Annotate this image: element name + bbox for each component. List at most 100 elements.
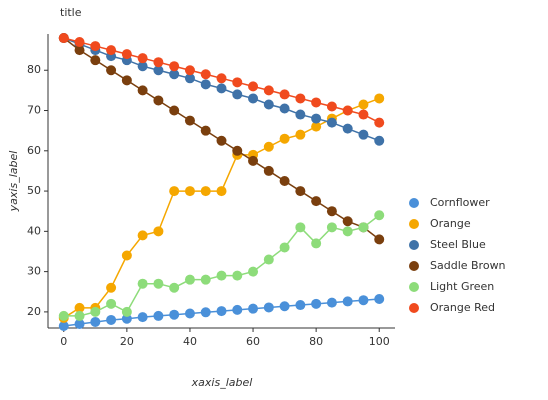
point bbox=[121, 75, 132, 86]
point bbox=[90, 316, 101, 327]
point bbox=[74, 37, 85, 48]
point bbox=[74, 302, 85, 313]
point bbox=[279, 103, 290, 114]
legend-label: Light Green bbox=[430, 280, 494, 293]
point bbox=[295, 93, 306, 104]
point bbox=[58, 320, 69, 331]
point bbox=[279, 89, 290, 100]
point bbox=[184, 274, 195, 285]
point bbox=[106, 45, 117, 56]
y-tick-label: 60 bbox=[27, 144, 41, 157]
point bbox=[200, 186, 211, 197]
point bbox=[248, 266, 259, 277]
x-tick-label: 0 bbox=[60, 335, 67, 348]
point bbox=[200, 274, 211, 285]
point bbox=[216, 135, 227, 146]
point bbox=[263, 302, 274, 313]
point bbox=[121, 313, 132, 324]
x-tick-label: 60 bbox=[246, 335, 260, 348]
point bbox=[342, 105, 353, 116]
point bbox=[374, 234, 385, 245]
point bbox=[326, 101, 337, 112]
y-tick-label: 50 bbox=[27, 184, 41, 197]
point bbox=[90, 41, 101, 52]
point bbox=[326, 222, 337, 233]
point bbox=[169, 69, 180, 80]
point bbox=[184, 115, 195, 126]
point bbox=[326, 117, 337, 128]
legend-marker bbox=[409, 282, 419, 292]
point bbox=[326, 206, 337, 217]
y-tick-label: 30 bbox=[27, 265, 41, 278]
point bbox=[184, 65, 195, 76]
point bbox=[137, 312, 148, 323]
point bbox=[200, 125, 211, 136]
point bbox=[295, 129, 306, 140]
legend-label: Orange bbox=[430, 217, 471, 230]
point bbox=[121, 250, 132, 261]
point bbox=[263, 254, 274, 265]
point bbox=[279, 242, 290, 253]
point bbox=[342, 216, 353, 227]
point bbox=[263, 165, 274, 176]
point bbox=[106, 282, 117, 293]
x-tick-label: 100 bbox=[369, 335, 390, 348]
y-tick-label: 40 bbox=[27, 224, 41, 237]
y-tick-label: 70 bbox=[27, 104, 41, 117]
point bbox=[137, 278, 148, 289]
point bbox=[263, 85, 274, 96]
point bbox=[263, 99, 274, 110]
point bbox=[58, 33, 69, 44]
point bbox=[200, 79, 211, 90]
y-tick-label: 20 bbox=[27, 305, 41, 318]
legend-marker bbox=[409, 261, 419, 271]
point bbox=[90, 306, 101, 317]
point bbox=[311, 113, 322, 124]
point bbox=[184, 186, 195, 197]
point bbox=[248, 81, 259, 92]
point bbox=[279, 133, 290, 144]
point bbox=[358, 295, 369, 306]
point bbox=[121, 49, 132, 60]
point bbox=[153, 310, 164, 321]
point bbox=[232, 77, 243, 88]
point bbox=[232, 270, 243, 281]
point bbox=[248, 155, 259, 166]
point bbox=[121, 306, 132, 317]
point bbox=[311, 238, 322, 249]
point bbox=[169, 186, 180, 197]
y-tick-label: 80 bbox=[27, 63, 41, 76]
point bbox=[311, 121, 322, 132]
point bbox=[90, 55, 101, 66]
point bbox=[153, 226, 164, 237]
x-tick-label: 20 bbox=[120, 335, 134, 348]
point bbox=[106, 65, 117, 76]
point bbox=[216, 73, 227, 84]
point bbox=[358, 222, 369, 233]
x-axis-label: xaxis_label bbox=[191, 376, 253, 389]
point bbox=[358, 129, 369, 140]
point bbox=[263, 141, 274, 152]
point bbox=[232, 145, 243, 156]
legend-label: Saddle Brown bbox=[430, 259, 506, 272]
point bbox=[184, 308, 195, 319]
point bbox=[326, 297, 337, 308]
legend-marker bbox=[409, 240, 419, 250]
point bbox=[311, 298, 322, 309]
point bbox=[216, 306, 227, 317]
point bbox=[137, 53, 148, 64]
point bbox=[248, 303, 259, 314]
point bbox=[74, 318, 85, 329]
point bbox=[374, 135, 385, 146]
point bbox=[216, 186, 227, 197]
point bbox=[184, 73, 195, 84]
point bbox=[137, 85, 148, 96]
point bbox=[153, 95, 164, 106]
x-tick-label: 80 bbox=[309, 335, 323, 348]
point bbox=[279, 301, 290, 312]
point bbox=[295, 300, 306, 311]
point bbox=[216, 83, 227, 94]
point bbox=[248, 93, 259, 104]
point bbox=[153, 278, 164, 289]
